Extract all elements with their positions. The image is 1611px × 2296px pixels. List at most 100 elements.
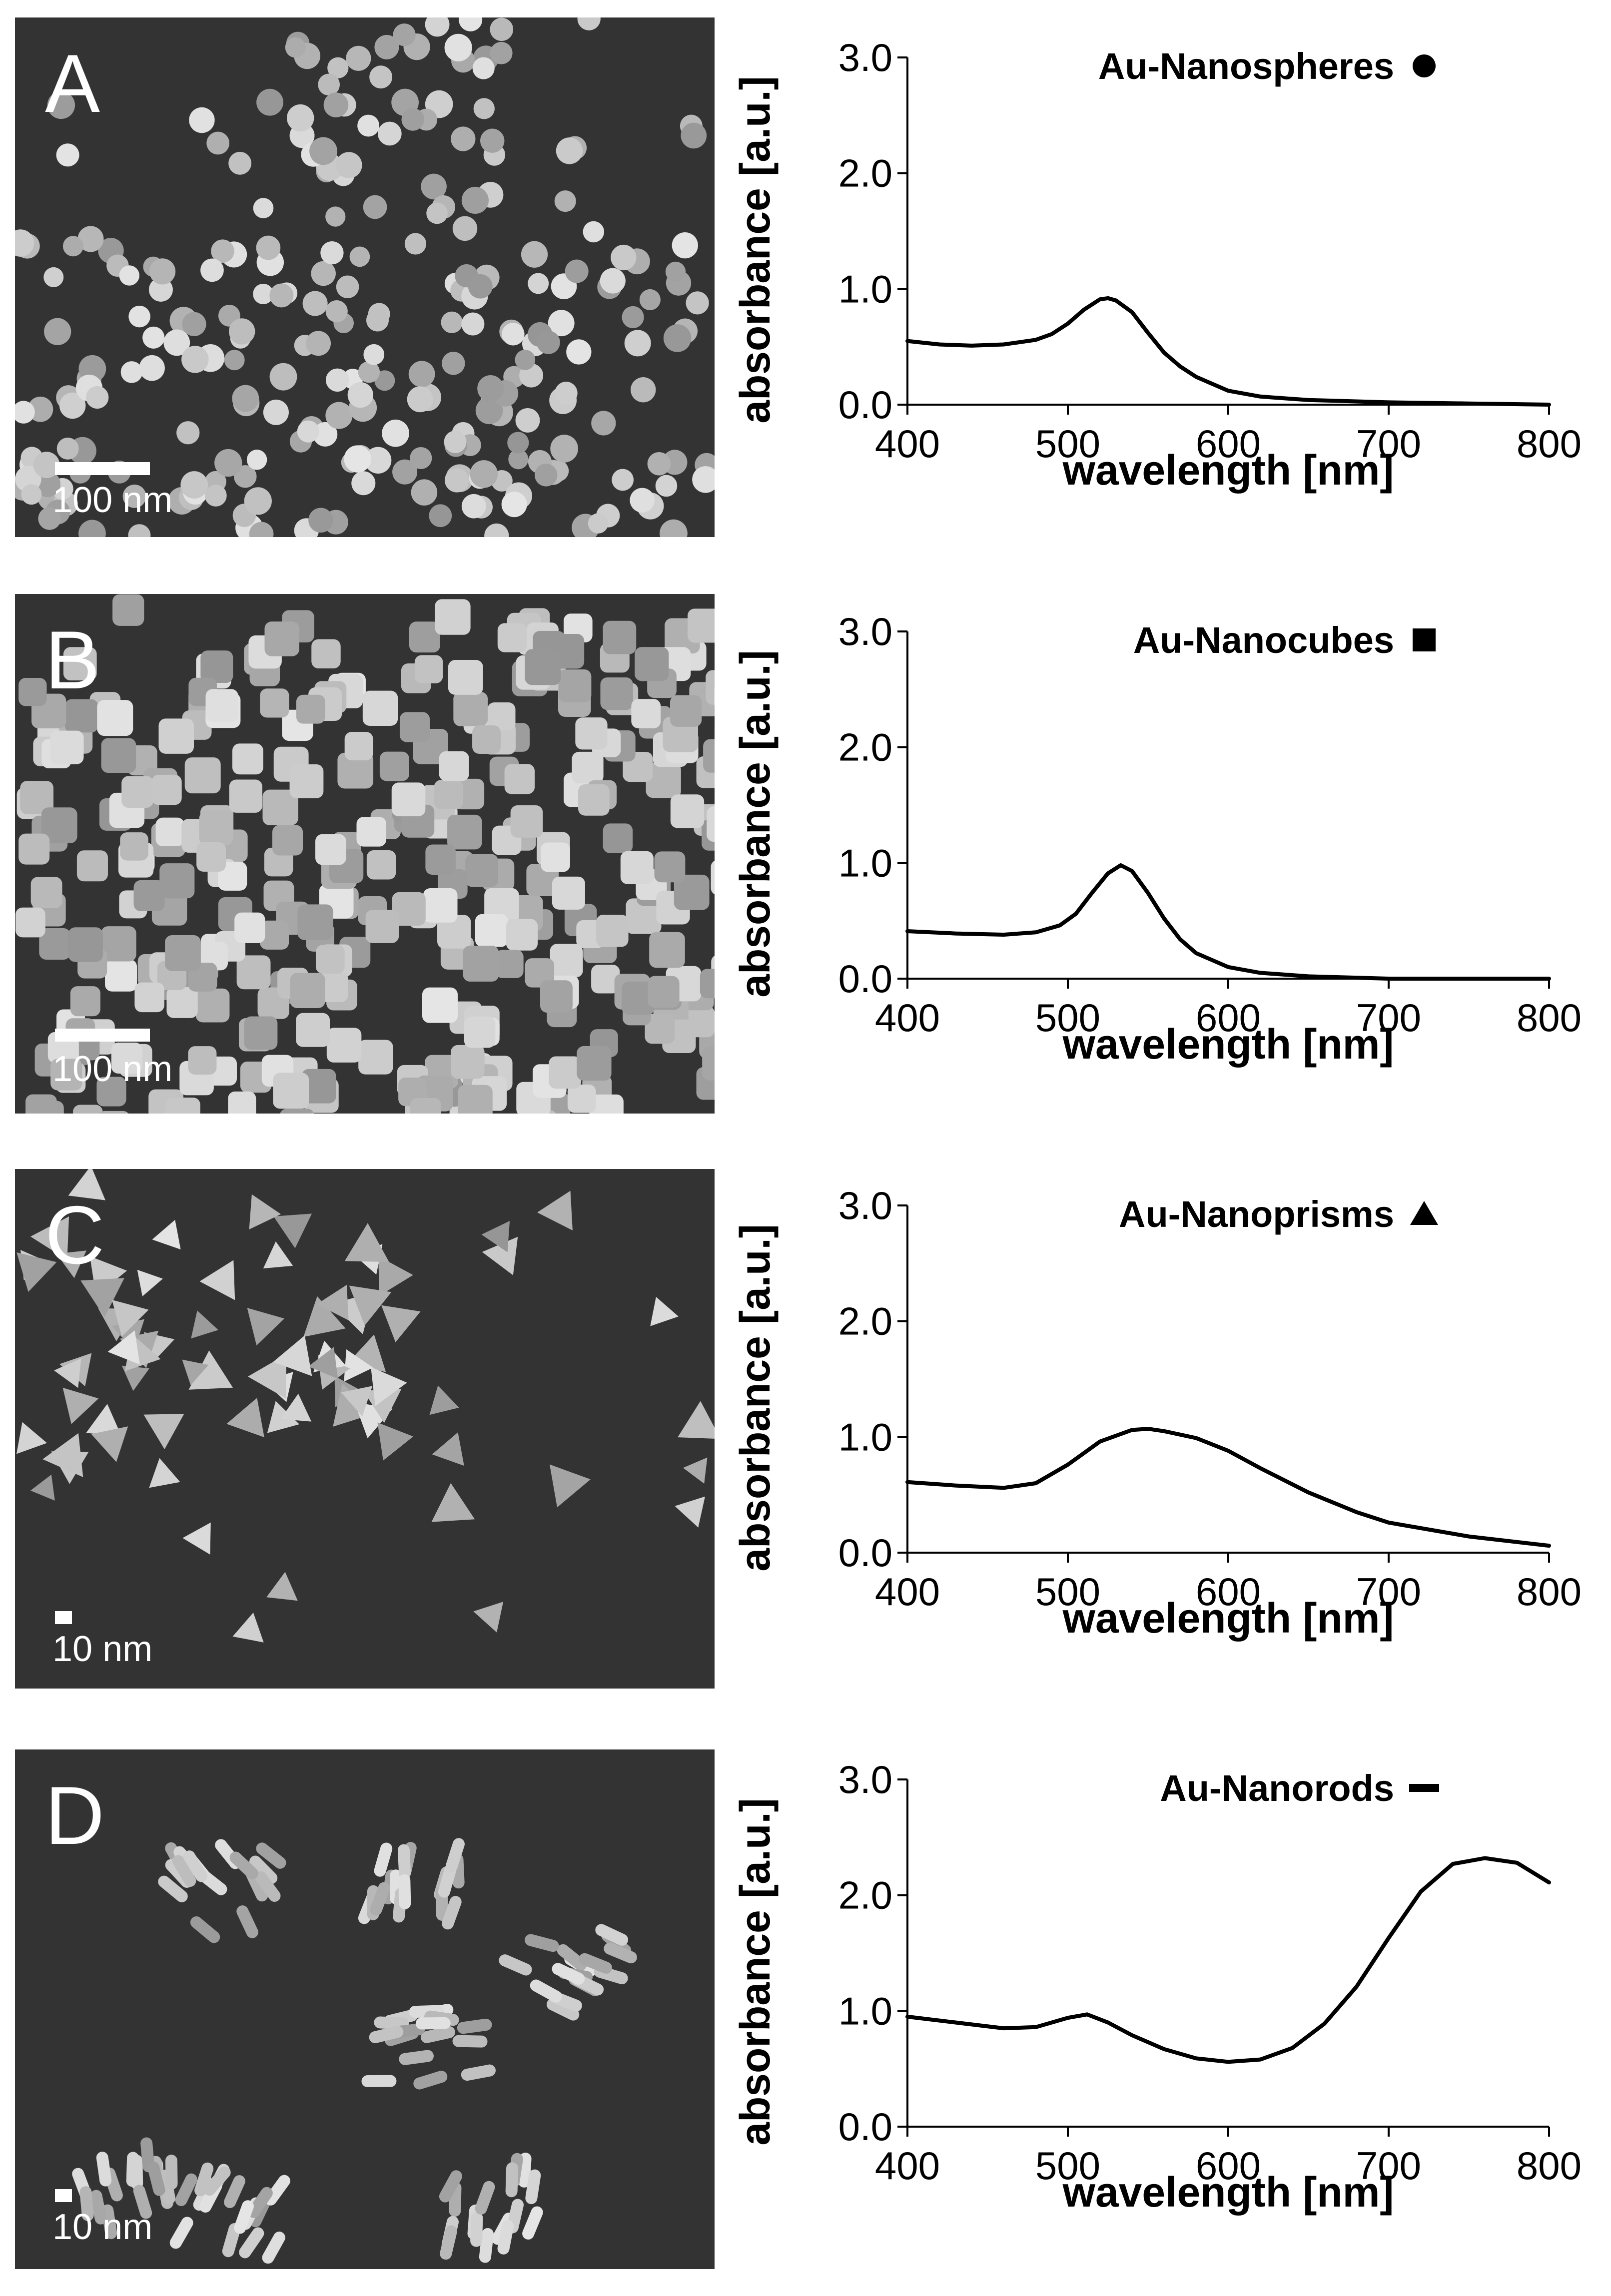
- x-axis-label: wavelength [nm]: [1062, 447, 1394, 494]
- nanoparticle: [346, 46, 371, 71]
- nanoparticle: [535, 464, 557, 486]
- nanoparticle: [345, 1223, 389, 1262]
- nanoparticle: [462, 494, 486, 519]
- nanoparticle: [112, 594, 144, 626]
- sem-image-b: B 100 nm: [15, 594, 715, 1114]
- y-tick-label: 0.0: [838, 1531, 892, 1575]
- panel-letter-d: D: [45, 1774, 104, 1857]
- nanoparticle: [358, 1040, 393, 1074]
- nanoparticle: [630, 488, 654, 513]
- nanoparticle: [671, 794, 704, 828]
- nanoparticle: [142, 327, 164, 349]
- nanoparticle: [325, 206, 345, 226]
- nanoparticle: [30, 1475, 55, 1501]
- nanoparticle: [405, 233, 426, 254]
- y-axis-label: absorbance [a.u.]: [732, 1224, 779, 1572]
- nanoparticle: [200, 258, 224, 282]
- nanoparticle: [380, 752, 409, 781]
- legend-marker-triangle: [1410, 1201, 1438, 1225]
- nanoparticle: [228, 1092, 256, 1114]
- nanoparticle: [566, 339, 591, 364]
- nanoparticle: [452, 2035, 488, 2048]
- nanoparticle: [249, 1194, 281, 1229]
- absorbance-series-line: [907, 1858, 1549, 2062]
- nanoparticle: [311, 639, 340, 668]
- y-tick-label: 0.0: [838, 2105, 892, 2149]
- nanoparticle: [303, 291, 328, 316]
- nanoparticle: [290, 764, 324, 798]
- nanoparticle: [357, 817, 387, 847]
- nanoparticle: [445, 468, 469, 492]
- nanoparticle: [256, 89, 283, 116]
- nanoparticle: [447, 815, 482, 850]
- nanoparticle: [105, 960, 137, 992]
- nanoparticle: [273, 1213, 312, 1248]
- nanoparticle: [165, 1098, 200, 1114]
- sem-image-c: C 10 nm: [15, 1169, 715, 1689]
- nanoparticle: [461, 312, 484, 335]
- nanoparticle: [336, 275, 359, 298]
- nanoparticle: [182, 1523, 210, 1555]
- nanoparticle: [473, 57, 495, 79]
- nanoparticle: [550, 944, 583, 976]
- chart-title: Au-Nanocubes: [1133, 619, 1394, 661]
- nanoparticle: [311, 261, 336, 286]
- sem-image-d: D 10 nm: [15, 1749, 715, 2269]
- nanoparticle: [498, 623, 527, 652]
- nanoparticle: [474, 98, 495, 119]
- nanoparticle: [196, 989, 230, 1023]
- nanoparticle: [309, 137, 337, 165]
- nanoparticle: [631, 377, 656, 402]
- nanoparticle: [326, 300, 348, 322]
- nanoparticle: [484, 524, 509, 537]
- nanoparticle: [692, 466, 715, 493]
- nanoparticle: [318, 73, 340, 95]
- y-tick-label: 3.0: [838, 35, 892, 79]
- nanoparticle: [86, 386, 108, 409]
- nanoparticle: [196, 842, 226, 872]
- nanoparticle: [525, 649, 561, 685]
- nanoparticle: [528, 273, 549, 294]
- nanoparticle: [101, 738, 136, 773]
- nanoparticle: [16, 1422, 47, 1454]
- nanoparticle: [152, 1220, 181, 1249]
- x-tick-label: 400: [875, 422, 940, 466]
- nanoparticle: [558, 669, 591, 702]
- nanoparticle: [596, 915, 629, 947]
- nanoparticle: [400, 712, 430, 742]
- nanoparticle: [325, 402, 352, 429]
- nanoparticle: [229, 780, 262, 813]
- nanoparticle: [244, 487, 272, 515]
- nanoparticle: [410, 447, 432, 469]
- nanoparticle: [506, 919, 538, 951]
- nanoparticle: [296, 695, 325, 724]
- nanoparticle: [97, 700, 133, 736]
- y-tick-label: 1.0: [838, 841, 892, 885]
- nanoparticle: [206, 689, 238, 721]
- nanoparticle: [149, 258, 175, 284]
- particle-field-a: [15, 17, 715, 537]
- nanoparticle: [361, 2075, 396, 2088]
- nanoparticle: [700, 969, 715, 999]
- nanoparticle: [128, 524, 150, 537]
- nanoparticle: [681, 123, 707, 149]
- nanoparticle: [706, 670, 715, 704]
- nanoparticle: [189, 107, 214, 133]
- nanoparticle: [297, 421, 319, 443]
- y-tick-label: 3.0: [838, 609, 892, 653]
- nanoparticle: [473, 2179, 497, 2216]
- nanoparticle: [521, 241, 548, 268]
- nanoparticle: [50, 731, 83, 764]
- nanoparticle: [555, 382, 577, 404]
- chart-title: Au-Nanospheres: [1098, 45, 1394, 87]
- nanoparticle: [456, 2018, 493, 2034]
- nanoparticle: [631, 699, 661, 728]
- nanoparticle: [98, 1111, 130, 1114]
- legend-marker-circle: [1413, 54, 1436, 77]
- nanoparticle: [224, 350, 245, 370]
- nanoparticle: [429, 504, 452, 527]
- nanoparticle: [448, 660, 483, 695]
- nanoparticle: [351, 471, 375, 495]
- y-tick-label: 0.0: [838, 957, 892, 1001]
